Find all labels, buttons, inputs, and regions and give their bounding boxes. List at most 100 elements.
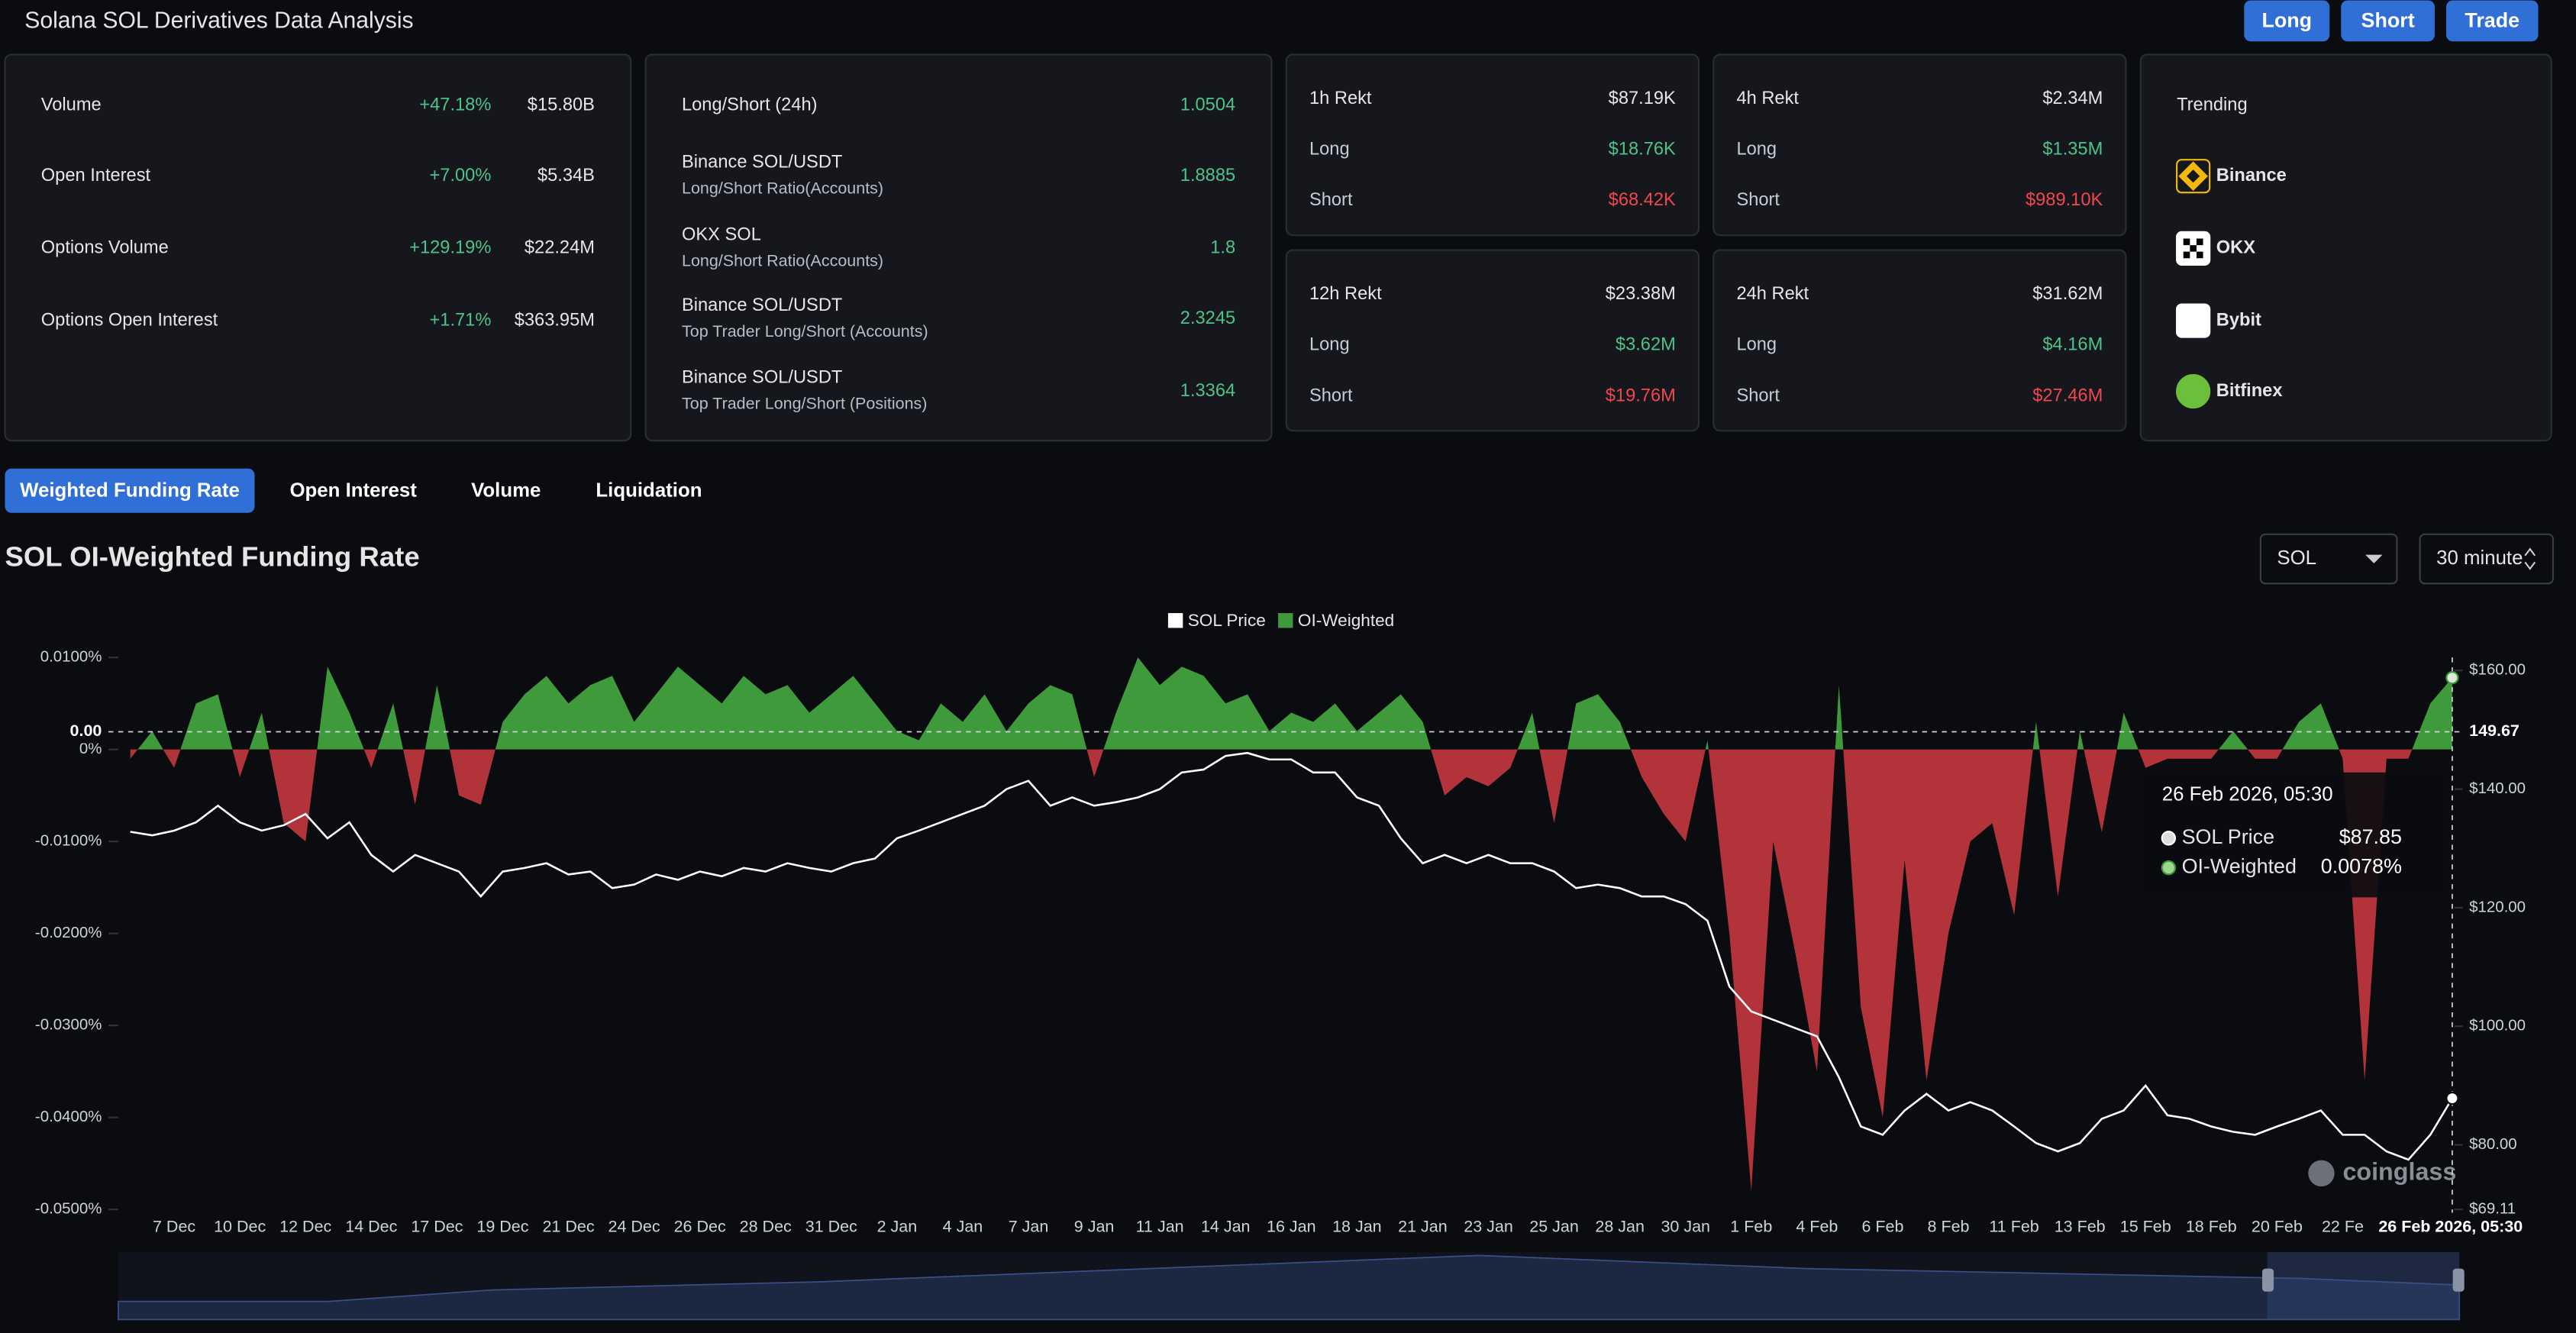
legend-swatch[interactable] [1168, 613, 1183, 628]
x-tick-label: 30 Jan [1661, 1218, 1710, 1236]
rekt-value: $68.42K [1609, 190, 1676, 210]
x-tick-label: 28 Dec [740, 1218, 792, 1236]
chart-title: SOL OI-Weighted Funding Rate [5, 541, 419, 573]
x-tick-label: 23 Jan [1464, 1218, 1513, 1236]
ratio-value: 1.0504 [1180, 95, 1235, 115]
rekt-value: $19.76M [1606, 386, 1676, 405]
button-label[interactable]: Trade [2465, 9, 2520, 32]
exchange-name[interactable]: Bitfinex [2216, 381, 2283, 401]
price-point [2446, 1093, 2458, 1104]
stat-change: +7.00% [429, 166, 491, 186]
rekt-label: Long [1736, 140, 1777, 160]
x-tick-label: 18 Jan [1332, 1218, 1382, 1236]
tooltip-value: 0.0078% [2321, 855, 2402, 878]
legend-label[interactable]: OI-Weighted [1298, 611, 1394, 630]
navigator-selection[interactable] [2267, 1252, 2459, 1319]
y-tick-label: -0.0300% [35, 1016, 102, 1034]
stat-label: Open Interest [41, 166, 151, 186]
stat-label: Options Volume [41, 238, 169, 258]
rekt-total: $2.34M [2042, 89, 2103, 108]
y2-tick-label: $140.00 [2469, 779, 2526, 797]
y-tick-label: -0.0500% [35, 1200, 102, 1218]
x-tick-label: 16 Jan [1267, 1218, 1316, 1236]
button-label[interactable]: Long [2261, 9, 2312, 32]
crosshair-y2-label: 149.67 [2469, 721, 2520, 740]
stat-label: Options Open Interest [41, 310, 218, 330]
x-tick-label: 10 Dec [214, 1218, 266, 1236]
selector-label[interactable]: SOL [2277, 547, 2316, 569]
x-tick-label: 12 Dec [279, 1218, 331, 1236]
x-tick-label: 4 Feb [1796, 1218, 1838, 1236]
y2-tick-label: $80.00 [2469, 1135, 2517, 1153]
rekt-title: 24h Rekt [1736, 284, 1809, 304]
y2-tick-label: $160.00 [2469, 661, 2526, 679]
y2-tick-label: $120.00 [2469, 898, 2526, 915]
tab[interactable]: Weighted Funding Rate [20, 480, 240, 502]
rekt-value: $4.16M [2042, 335, 2103, 355]
navigator-handle[interactable] [2453, 1269, 2465, 1292]
x-tick-label: 22 Fe [2322, 1218, 2364, 1236]
x-tick-label: 31 Dec [805, 1218, 857, 1236]
crosshair-y-label: 0.00 [70, 721, 102, 740]
tooltip-title: 26 Feb 2026, 05:30 [2162, 784, 2333, 805]
tooltip-value: $87.85 [2339, 825, 2402, 848]
ratio-label: Binance SOL/USDT [682, 295, 842, 315]
rekt-label: Short [1736, 386, 1780, 405]
rekt-total: $31.62M [2032, 284, 2103, 304]
tooltip-name: OI-Weighted [2182, 855, 2297, 878]
rekt-value: $3.62M [1616, 335, 1676, 355]
x-tick-label: 24 Dec [608, 1218, 660, 1236]
rekt-total: $87.19K [1609, 89, 1676, 108]
x-tick-label: 21 Dec [542, 1218, 594, 1236]
tooltip-dot [2162, 831, 2175, 844]
tab[interactable]: Open Interest [289, 480, 417, 502]
page-title: Solana SOL Derivatives Data Analysis [24, 8, 413, 33]
stat-value: $5.34B [537, 166, 595, 186]
ratio-sublabel: Top Trader Long/Short (Accounts) [682, 322, 928, 341]
x-tick-label: 20 Feb [2252, 1218, 2303, 1236]
x-tick-label: 6 Feb [1861, 1218, 1903, 1236]
rekt-total: $23.38M [1606, 284, 1676, 304]
x-tick-label: 11 Feb [1989, 1218, 2039, 1236]
stat-change: +129.19% [409, 238, 491, 258]
selector-label[interactable]: 30 minute [2436, 547, 2523, 569]
legend-label[interactable]: SOL Price [1188, 611, 1266, 630]
x-tick-label: 28 Jan [1595, 1218, 1645, 1236]
exchange-name[interactable]: Binance [2216, 166, 2287, 186]
x-tick-label: 21 Jan [1398, 1218, 1448, 1236]
exchange-name[interactable]: Bybit [2216, 310, 2261, 330]
rekt-title: 1h Rekt [1309, 89, 1372, 108]
x-tick-label: 18 Feb [2186, 1218, 2237, 1236]
navigator-handle[interactable] [2262, 1269, 2274, 1292]
x-tick-label: 11 Jan [1136, 1218, 1184, 1236]
ratio-label: Binance SOL/USDT [682, 153, 842, 173]
x-tick-label: 19 Dec [476, 1218, 528, 1236]
exchange-name[interactable]: OKX [2216, 238, 2255, 258]
rekt-label: Short [1736, 190, 1780, 210]
y-tick-label: 0.0100% [40, 648, 102, 666]
tab[interactable]: Volume [471, 480, 541, 502]
button-label[interactable]: Short [2361, 9, 2415, 32]
rekt-label: Long [1309, 140, 1350, 160]
y-tick-label: -0.0100% [35, 832, 102, 850]
stat-change: +47.18% [419, 95, 491, 115]
stat-value: $15.80B [528, 95, 595, 115]
ratio-sublabel: Long/Short Ratio(Accounts) [682, 251, 883, 270]
x-tick-label: 7 Jan [1009, 1218, 1049, 1236]
tab[interactable]: Liquidation [596, 480, 702, 502]
rekt-value: $27.46M [2032, 386, 2103, 405]
x-tick-label: 13 Feb [2055, 1218, 2106, 1236]
watermark-icon [2308, 1160, 2334, 1186]
rekt-value: $989.10K [2026, 190, 2103, 210]
y-tick-label: -0.0400% [35, 1108, 102, 1125]
tooltip-dot [2162, 861, 2175, 874]
stat-value: $22.24M [525, 238, 595, 258]
stat-label: Volume [41, 95, 102, 115]
x-tick-label: 15 Feb [2120, 1218, 2171, 1236]
legend-swatch[interactable] [1278, 613, 1293, 628]
ratio-label: Binance SOL/USDT [682, 368, 842, 388]
x-tick-label: 26 Dec [674, 1218, 726, 1236]
rekt-title: 12h Rekt [1309, 284, 1382, 304]
